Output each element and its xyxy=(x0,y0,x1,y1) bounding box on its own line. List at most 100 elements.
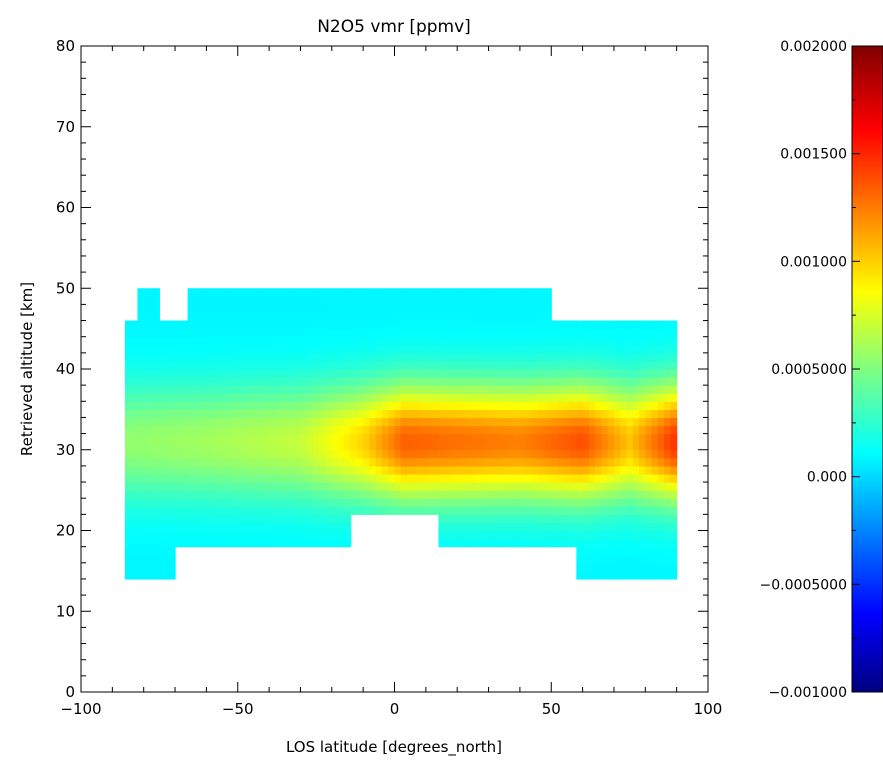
heatmap-cell xyxy=(275,522,283,532)
heatmap-cell xyxy=(570,401,577,410)
heatmap-cell xyxy=(494,514,502,524)
heatmap-cell xyxy=(162,530,170,540)
heatmap-cell xyxy=(595,490,603,499)
heatmap-cell xyxy=(269,385,276,394)
heatmap-cell xyxy=(413,441,421,451)
heatmap-cell xyxy=(645,409,653,419)
heatmap-cell xyxy=(325,506,333,515)
heatmap-cell xyxy=(595,506,603,515)
heatmap-cell xyxy=(557,344,565,354)
heatmap-cell xyxy=(501,393,508,402)
heatmap-cell xyxy=(588,482,596,491)
heatmap-cell xyxy=(250,304,258,314)
heatmap-cell xyxy=(519,433,527,443)
heatmap-cell xyxy=(482,433,490,443)
heatmap-cell xyxy=(613,498,621,507)
heatmap-cell xyxy=(275,377,283,386)
heatmap-cell xyxy=(281,304,289,314)
heatmap-cell xyxy=(306,538,314,548)
heatmap-cell xyxy=(225,401,233,410)
heatmap-cell xyxy=(319,312,327,322)
heatmap-cell xyxy=(193,465,201,475)
heatmap-cell xyxy=(526,433,534,443)
heatmap-cell xyxy=(338,530,345,540)
heatmap-cell xyxy=(488,360,496,370)
heatmap-cell xyxy=(156,465,164,475)
heatmap-cell xyxy=(601,457,609,467)
heatmap-cell xyxy=(532,522,540,532)
heatmap-cell xyxy=(325,538,333,548)
heatmap-cell xyxy=(143,360,151,370)
heatmap-cell xyxy=(143,441,151,451)
heatmap-cell xyxy=(206,425,214,435)
heatmap-cell xyxy=(181,393,189,402)
heatmap-cell xyxy=(400,296,408,305)
heatmap-cell xyxy=(538,328,546,338)
heatmap-cell xyxy=(331,320,339,330)
heatmap-cell xyxy=(463,530,471,540)
heatmap-cell xyxy=(369,498,377,507)
heatmap-cell xyxy=(595,344,603,354)
heatmap-cell xyxy=(375,425,383,435)
heatmap-cell xyxy=(613,377,621,386)
heatmap-cell xyxy=(187,506,195,515)
heatmap-cell xyxy=(281,385,289,394)
heatmap-cell xyxy=(237,449,245,459)
heatmap-cell xyxy=(344,514,352,524)
heatmap-cell xyxy=(187,288,195,297)
heatmap-cell xyxy=(494,352,502,362)
heatmap-cell xyxy=(513,296,521,305)
heatmap-cell xyxy=(607,473,615,483)
heatmap-cell xyxy=(513,417,521,427)
heatmap-cell xyxy=(444,482,452,491)
heatmap-cell xyxy=(200,377,207,386)
heatmap-cell xyxy=(595,433,603,443)
heatmap-cell xyxy=(312,385,320,394)
heatmap-cell xyxy=(363,498,371,507)
heatmap-cell xyxy=(244,433,251,443)
heatmap-cell xyxy=(388,360,396,370)
heatmap-cell xyxy=(601,506,609,515)
heatmap-cell xyxy=(300,522,308,532)
heatmap-cell xyxy=(476,473,483,483)
heatmap-cell xyxy=(137,562,145,572)
heatmap-cell xyxy=(312,490,320,499)
heatmap-cell xyxy=(325,312,333,322)
heatmap-cell xyxy=(319,409,327,419)
heatmap-cell xyxy=(407,304,414,314)
heatmap-cell xyxy=(576,538,584,548)
heatmap-cell xyxy=(501,506,508,515)
heatmap-cell xyxy=(425,473,433,483)
heatmap-cell xyxy=(476,506,483,515)
heatmap-cell xyxy=(501,288,508,297)
heatmap-cell xyxy=(507,506,515,515)
heatmap-cell xyxy=(501,336,508,346)
heatmap-cell xyxy=(576,482,584,491)
heatmap-cell xyxy=(400,498,408,507)
heatmap-cell xyxy=(131,457,139,467)
heatmap-cell xyxy=(425,312,433,322)
heatmap-cell xyxy=(613,538,621,548)
heatmap-cell xyxy=(513,457,521,467)
heatmap-cell xyxy=(143,554,151,564)
heatmap-cell xyxy=(419,369,427,378)
heatmap-cell xyxy=(181,457,189,467)
heatmap-cell xyxy=(212,441,220,451)
heatmap-cell xyxy=(294,352,302,362)
heatmap-cell xyxy=(519,425,527,435)
heatmap-cell xyxy=(206,352,214,362)
heatmap-cell xyxy=(613,344,621,354)
heatmap-cell xyxy=(538,336,546,346)
heatmap-cell xyxy=(137,288,145,297)
heatmap-cell xyxy=(413,344,421,354)
heatmap-cell xyxy=(588,562,596,572)
heatmap-cell xyxy=(181,344,189,354)
heatmap-cell xyxy=(563,385,571,394)
heatmap-cell xyxy=(350,312,358,322)
heatmap-cell xyxy=(657,482,665,491)
heatmap-cell xyxy=(438,288,446,297)
heatmap-cell xyxy=(670,401,678,410)
heatmap-cell xyxy=(457,328,465,338)
heatmap-cell xyxy=(613,336,621,346)
heatmap-cell xyxy=(137,344,145,354)
